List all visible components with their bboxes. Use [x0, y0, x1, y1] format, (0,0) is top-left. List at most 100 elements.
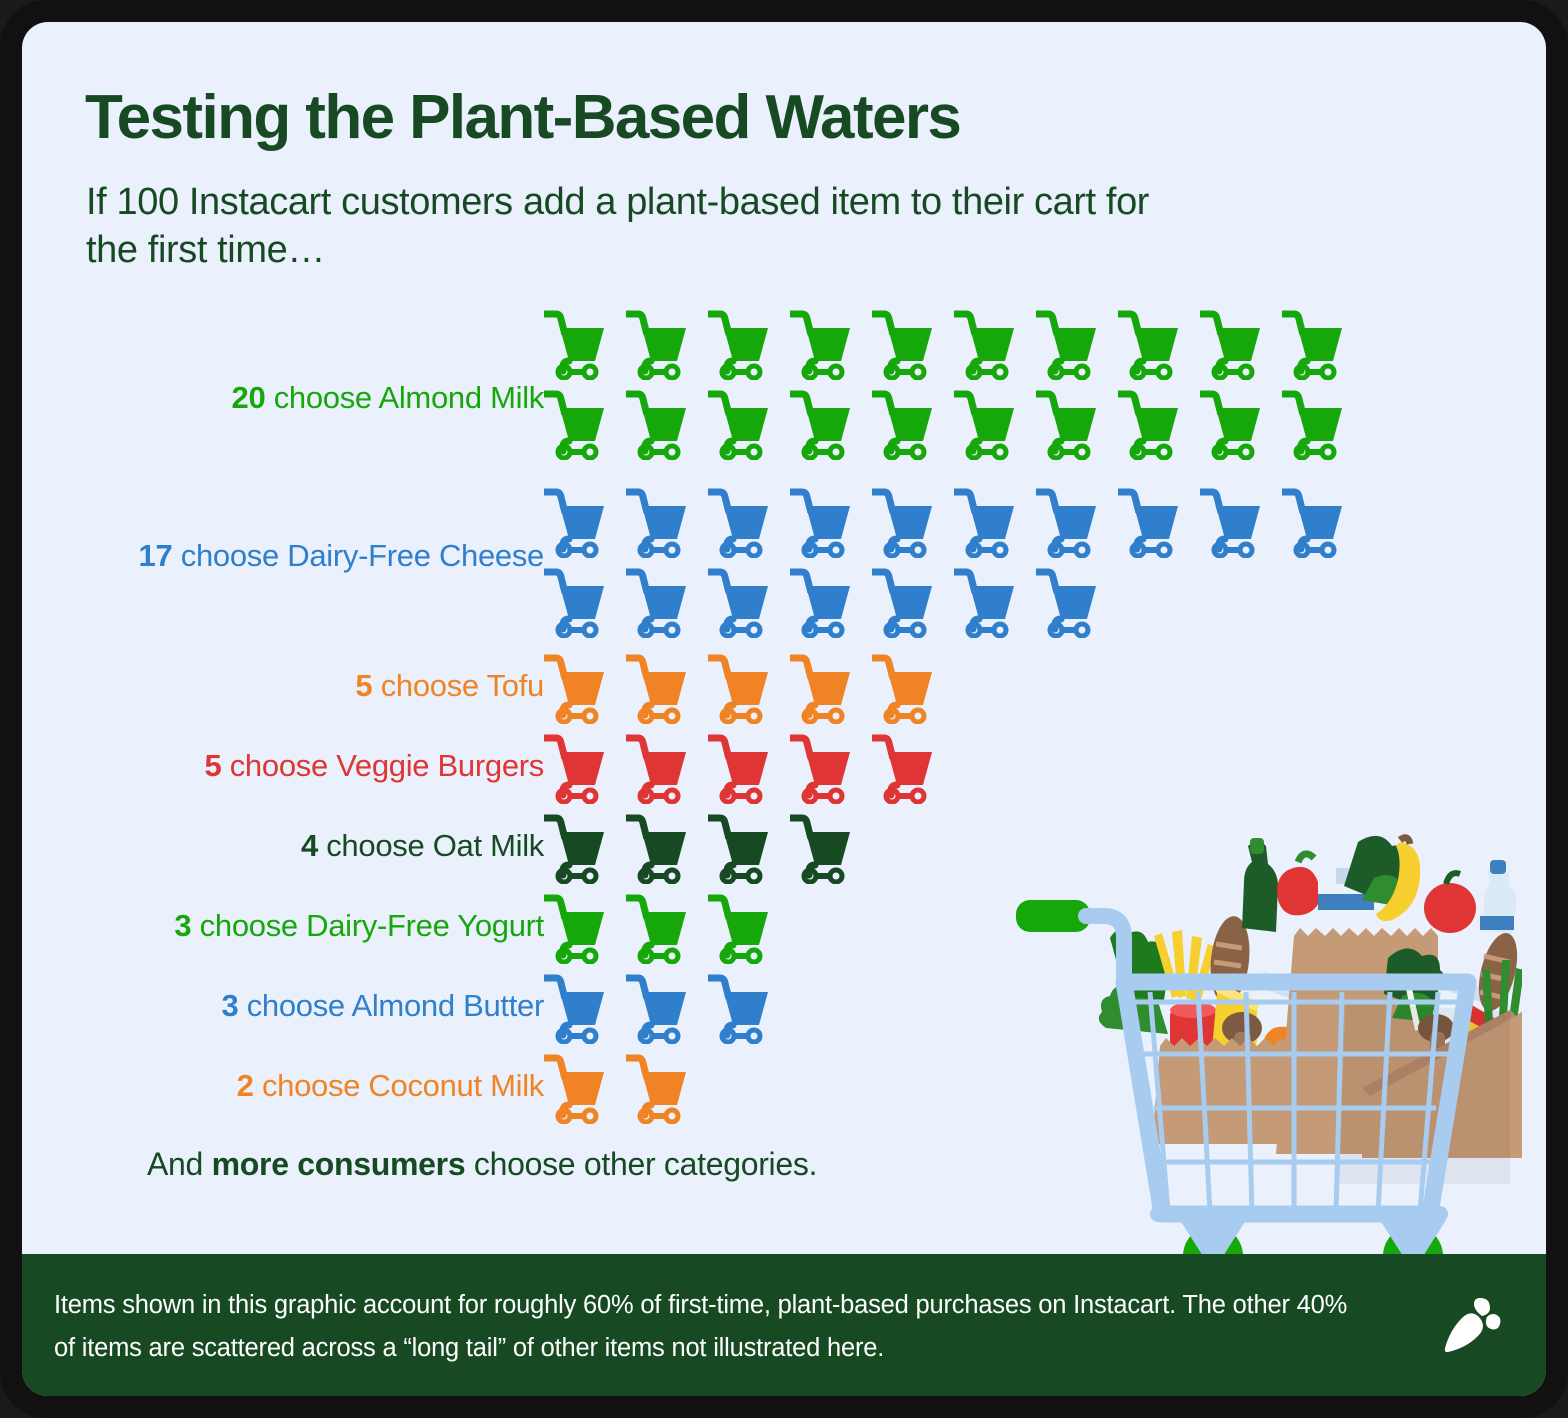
cart-icon	[544, 734, 626, 806]
row-item-text: choose Dairy-Free Yogurt	[191, 908, 545, 943]
cart-icon	[872, 568, 954, 640]
cart-icon-line	[544, 734, 1504, 814]
row-item-text: choose Coconut Milk	[253, 1068, 544, 1103]
cart-icon-group	[544, 814, 1504, 894]
cart-icon	[1200, 390, 1282, 462]
row-label-dairy-free-yogurt: 3 choose Dairy-Free Yogurt	[174, 908, 544, 944]
cart-icon	[708, 568, 790, 640]
pictogram-row: 17 choose Dairy-Free Cheese	[22, 488, 1546, 648]
row-count: 3	[221, 988, 239, 1023]
paper-bag-left	[1152, 1038, 1302, 1144]
cart-icon	[544, 894, 626, 966]
row-item-text: choose Veggie Burgers	[221, 748, 545, 783]
row-item-text: choose Almond Milk	[265, 380, 545, 415]
row-label-dairy-free-cheese: 17 choose Dairy-Free Cheese	[138, 538, 545, 574]
cart-icon-line	[544, 654, 1504, 734]
cart-icon	[790, 488, 872, 560]
row-label-almond-butter: 3 choose Almond Butter	[221, 988, 544, 1024]
cart-icon-line	[544, 390, 1504, 470]
cart-icon	[626, 488, 708, 560]
cart-icon-group	[544, 734, 1504, 814]
more-prefix: And	[147, 1146, 212, 1182]
more-emphasis: more consumers	[211, 1146, 466, 1182]
cart-icon	[626, 390, 708, 462]
infographic-card: Testing the Plant-Based Waters If 100 In…	[22, 22, 1546, 1396]
cart-icon	[790, 734, 872, 806]
cart-icon-line	[544, 814, 1504, 894]
row-count: 3	[174, 908, 192, 943]
row-item-text: choose Almond Butter	[238, 988, 545, 1023]
cart-icon	[790, 568, 872, 640]
row-label-veggie-burgers: 5 choose Veggie Burgers	[204, 748, 544, 784]
cart-icon-line	[544, 568, 1504, 648]
row-count: 20	[231, 380, 266, 415]
cart-icon-group	[544, 1054, 1504, 1134]
cart-icon	[708, 974, 790, 1046]
row-count: 17	[138, 538, 173, 573]
row-label-oat-milk: 4 choose Oat Milk	[301, 828, 544, 864]
cart-icon-group	[544, 974, 1504, 1054]
cart-icon	[626, 568, 708, 640]
cart-icon	[954, 568, 1036, 640]
pictogram-row: 5 choose Veggie Burgers	[22, 734, 1546, 814]
cart-icon	[708, 654, 790, 726]
cart-icon	[954, 488, 1036, 560]
cart-icon	[1282, 310, 1364, 382]
row-label-coconut-milk: 2 choose Coconut Milk	[236, 1068, 545, 1104]
cart-icon	[708, 310, 790, 382]
cart-icon	[1282, 488, 1364, 560]
row-count: 5	[355, 668, 373, 703]
cart-icon	[1118, 390, 1200, 462]
cart-icon	[544, 488, 626, 560]
footer-band: Items shown in this graphic account for …	[22, 1254, 1546, 1396]
cart-icon	[626, 654, 708, 726]
cart-icon-line	[544, 488, 1504, 568]
cart-icon	[544, 568, 626, 640]
cart-icon	[872, 390, 954, 462]
cart-icon-line	[544, 310, 1504, 390]
pictogram-row: 2 choose Coconut Milk	[22, 1054, 1546, 1134]
cart-icon	[708, 894, 790, 966]
cart-icon-group	[544, 488, 1504, 648]
page-subtitle: If 100 Instacart customers add a plant-b…	[86, 181, 1150, 271]
cart-icon	[544, 310, 626, 382]
cart-icon-line	[544, 974, 1504, 1054]
row-label-almond-milk: 20 choose Almond Milk	[232, 380, 545, 416]
cart-icon	[1200, 488, 1282, 560]
pictogram-rows: 20 choose Almond Milk 17 choose Dairy-Fre…	[22, 310, 1546, 1134]
pictogram-row: 20 choose Almond Milk	[22, 310, 1546, 470]
cart-icon	[708, 488, 790, 560]
cart-icon	[954, 390, 1036, 462]
cart-icon	[872, 310, 954, 382]
cart-icon	[872, 488, 954, 560]
cart-icon-line	[544, 1054, 1504, 1134]
row-count: 4	[300, 828, 318, 863]
row-item-text: choose Dairy-Free Cheese	[172, 538, 545, 573]
cart-icon	[790, 390, 872, 462]
cart-icon	[626, 814, 708, 886]
cart-icon	[544, 390, 626, 462]
cart-icon	[544, 814, 626, 886]
cart-icon	[626, 1054, 708, 1126]
groceries-center-bag	[1242, 834, 1517, 942]
cart-icon	[954, 310, 1036, 382]
cart-icon	[790, 654, 872, 726]
cart-icon	[708, 734, 790, 806]
cart-icon	[1036, 390, 1118, 462]
more-suffix: choose other categories.	[465, 1146, 818, 1182]
cart-icon	[544, 1054, 626, 1126]
row-count: 2	[236, 1068, 254, 1103]
footnote-text: Items shown in this graphic account for …	[54, 1291, 1348, 1362]
pictogram-row: 3 choose Almond Butter	[22, 974, 1546, 1054]
cart-icon	[872, 734, 954, 806]
row-count: 5	[204, 748, 222, 783]
more-consumers-note: And more consumers choose other categori…	[147, 1146, 817, 1183]
cart-icon	[1036, 310, 1118, 382]
cart-icon	[708, 390, 790, 462]
page-title: Testing the Plant-Based Waters	[85, 83, 962, 152]
pictogram-row: 4 choose Oat Milk	[22, 814, 1546, 894]
cart-icon	[626, 894, 708, 966]
cart-icon	[790, 310, 872, 382]
carrot-icon	[1440, 1294, 1502, 1356]
